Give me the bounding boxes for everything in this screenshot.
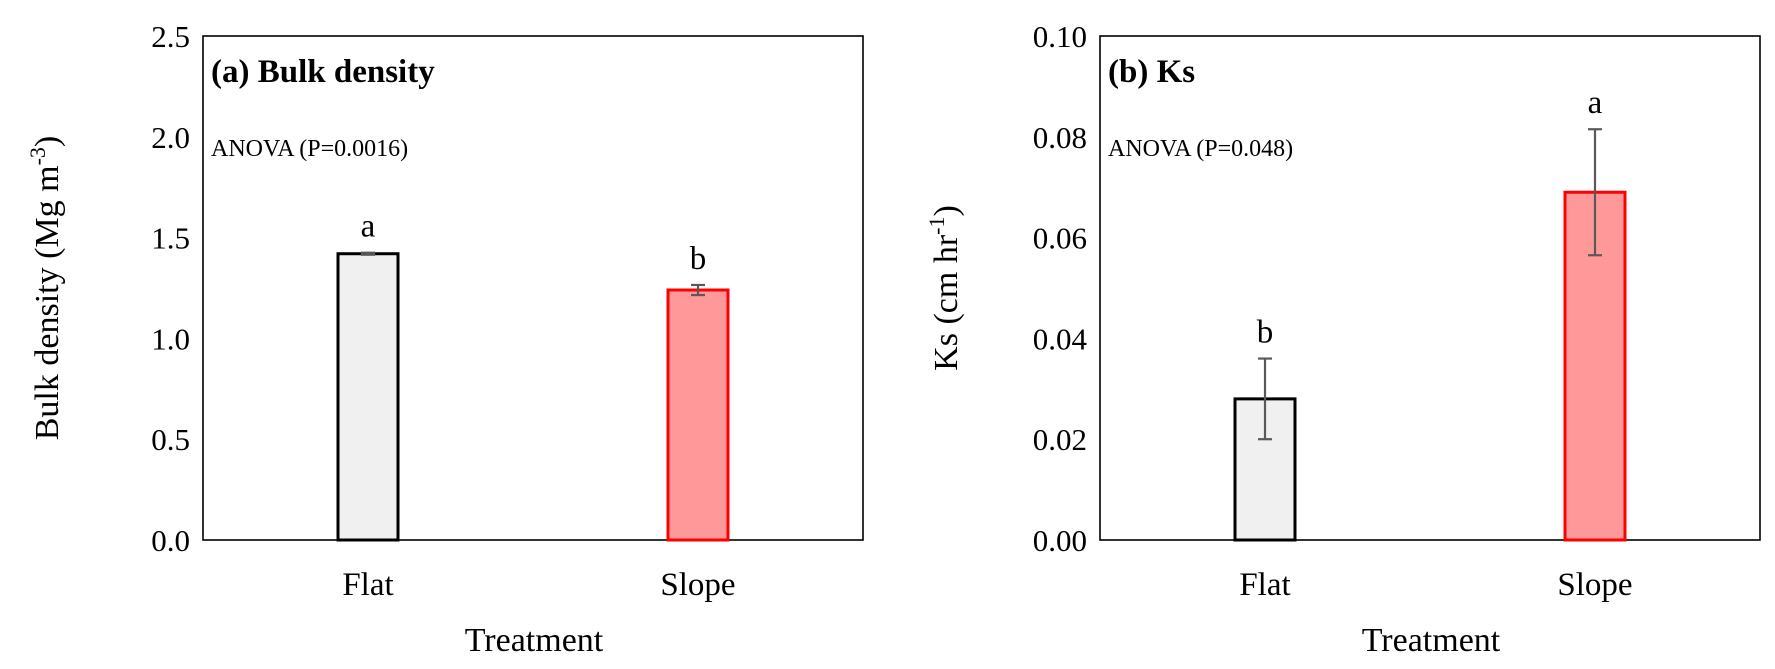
anova-annotation: ANOVA (P=0.0016) xyxy=(211,136,408,162)
x-axis-title: Treatment xyxy=(465,622,604,659)
y-axis-title-superscript: -3 xyxy=(25,147,50,165)
anova-annotation: ANOVA (P=0.048) xyxy=(1108,136,1293,162)
plot-frame xyxy=(202,35,864,541)
y-axis-title: Bulk density (Mg m-3) xyxy=(25,136,66,441)
y-axis-ticks: 0.00 0.02 0.04 0.06 0.08 0.10 xyxy=(1033,19,1088,558)
error-bar-flat xyxy=(1258,357,1272,441)
y-tick-label: 2.5 xyxy=(151,19,190,54)
y-axis-title: Ks (cm hr-1) xyxy=(924,205,965,371)
y-axis-title-close: ) xyxy=(29,136,66,147)
y-tick-label: 0.00 xyxy=(1033,523,1087,558)
x-tick-label: Flat xyxy=(342,567,393,603)
panel-bulk-density: (a) Bulk density ANOVA (P=0.0016) Treatm… xyxy=(25,19,864,659)
panel-title: (a) Bulk density xyxy=(211,54,435,90)
x-tick-label: Slope xyxy=(1557,567,1632,603)
significance-letter: a xyxy=(361,209,376,245)
y-tick-label: 0.0 xyxy=(151,523,190,558)
y-axis-title-superscript: -1 xyxy=(924,217,949,235)
y-axis-title-main: Bulk density (Mg m xyxy=(29,165,66,440)
y-axis-title-main: Ks (cm hr xyxy=(928,234,965,371)
panel-ks: (b) Ks ANOVA (P=0.048) Treatment Ks (cm … xyxy=(924,19,1761,659)
significance-letter: b xyxy=(690,241,707,277)
bar-flat xyxy=(336,252,400,542)
bars: b Flat a Slope xyxy=(1233,85,1633,603)
x-tick-label: Flat xyxy=(1239,567,1290,603)
y-tick-label: 0.5 xyxy=(151,422,190,457)
y-tick-label: 0.02 xyxy=(1033,422,1087,457)
bars: a Flat b Slope xyxy=(336,209,736,603)
error-bar-slope xyxy=(1588,128,1602,257)
error-bar-slope xyxy=(691,283,705,297)
y-tick-label: 1.5 xyxy=(151,221,190,256)
x-axis-title: Treatment xyxy=(1362,622,1501,659)
y-tick-label: 0.04 xyxy=(1033,321,1088,356)
y-tick-label: 0.06 xyxy=(1033,221,1087,256)
y-tick-label: 2.0 xyxy=(151,120,190,155)
x-tick-label: Slope xyxy=(660,567,735,603)
panel-title: (b) Ks xyxy=(1108,54,1195,90)
y-tick-label: 1.0 xyxy=(151,321,190,356)
y-axis-title-close: ) xyxy=(928,205,965,216)
error-bar-flat xyxy=(361,251,375,256)
y-tick-label: 0.10 xyxy=(1033,19,1087,54)
y-axis-ticks: 0.0 0.5 1.0 1.5 2.0 2.5 xyxy=(151,19,190,558)
bar-slope xyxy=(666,288,730,542)
plot-frame xyxy=(1099,35,1761,541)
significance-letter: a xyxy=(1588,85,1603,121)
y-tick-label: 0.08 xyxy=(1033,120,1087,155)
significance-letter: b xyxy=(1257,315,1274,351)
